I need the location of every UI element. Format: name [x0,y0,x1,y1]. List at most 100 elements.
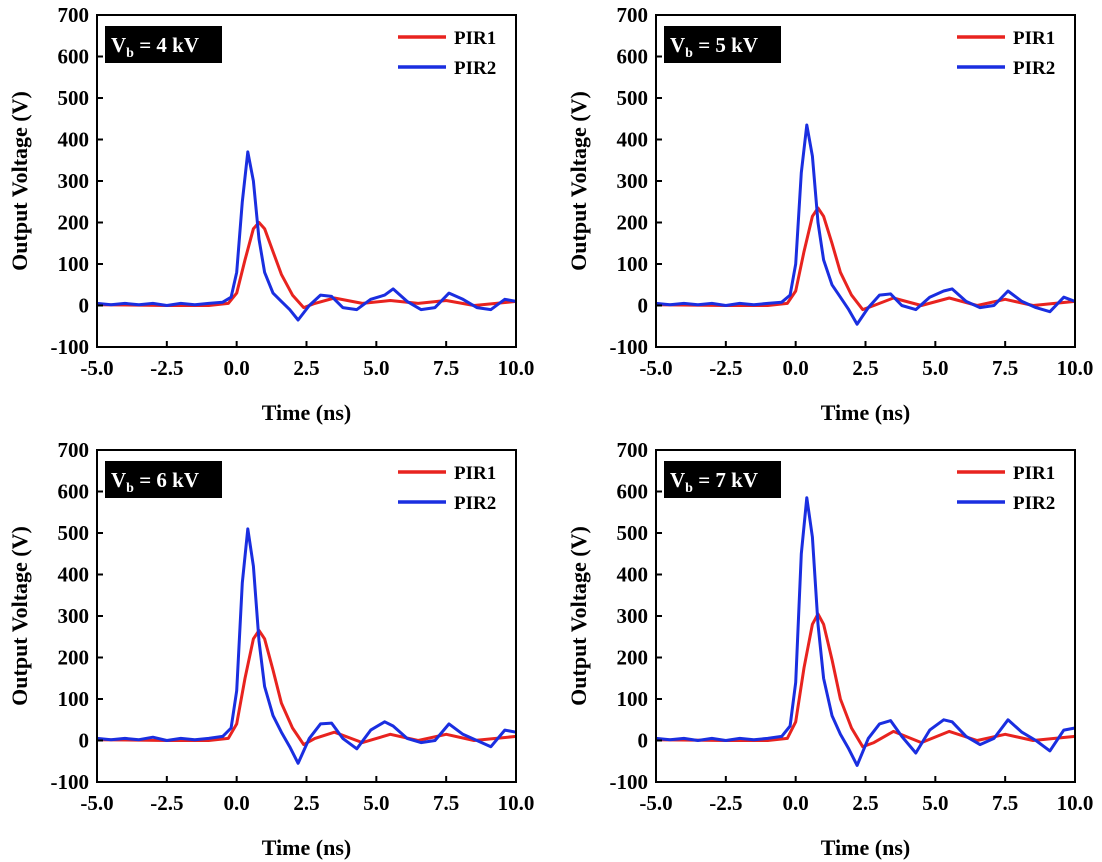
series-line-pir1 [655,612,1076,749]
y-tick-label: -100 [610,770,649,794]
y-tick-label: 400 [58,563,90,587]
y-tick-label: 700 [617,3,649,27]
y-axis-title: Output Voltage (V) [566,526,591,706]
x-axis-title: Time (ns) [821,835,910,860]
legend-label-pir2: PIR2 [1013,58,1055,79]
y-axis-title: Output Voltage (V) [566,91,591,271]
y-tick-label: 600 [617,480,649,504]
y-axis-title: Output Voltage (V) [7,526,32,706]
vb-label-rest: = 6 kV [134,468,199,492]
x-tick-label: 0.0 [783,791,809,815]
x-tick-label: 2.5 [852,356,878,380]
x-tick-label: 7.5 [433,791,459,815]
y-tick-label: 0 [638,294,649,318]
x-tick-label: 10.0 [498,791,535,815]
x-tick-label: 0.0 [224,791,250,815]
x-tick-label: -2.5 [709,791,742,815]
y-tick-label: -100 [610,335,649,359]
vb-label-sub: b [126,46,134,61]
x-tick-label: -5.0 [80,791,113,815]
legend-label-pir1: PIR1 [1013,463,1055,484]
vb-label-sub: b [685,481,693,496]
x-tick-label: -2.5 [150,791,183,815]
vb-label-box [105,461,222,498]
vb-label-main: V [670,468,685,492]
chart-panel-4: -5.0 -2.5 0.0 2.5 5.0 7.5 10.0 -100 0 100 200 300 40… [566,438,1093,860]
y-tick-label: 100 [617,252,649,276]
y-tick-label: 500 [58,86,90,110]
y-tick-label: 300 [58,604,90,628]
x-axis-title: Time (ns) [262,835,351,860]
x-tick-label: -5.0 [639,356,672,380]
y-tick-label: 400 [58,128,90,152]
vb-label: Vb = 4 kV [111,33,199,61]
vb-label-box [664,461,781,498]
y-tick-label: -100 [51,770,90,794]
chart-panel-3: -5.0 -2.5 0.0 2.5 5.0 7.5 10.0 -100 0 100 200 300 40… [7,438,534,860]
y-tick-label: 0 [638,729,649,753]
series-line-pir2 [655,123,1076,326]
chart-panel-2: -5.0 -2.5 0.0 2.5 5.0 7.5 10.0 -100 0 100 200 300 40… [566,3,1093,425]
series-line-pir2 [96,150,517,322]
vb-label-main: V [111,33,126,57]
legend-label-pir1: PIR1 [454,28,496,49]
y-tick-label: 700 [58,3,90,27]
vb-label-rest: = 7 kV [693,468,758,492]
legend-label-pir1: PIR1 [1013,28,1055,49]
y-tick-label: 400 [617,128,649,152]
y-tick-label: 300 [58,169,90,193]
x-tick-label: 5.0 [922,356,948,380]
series-line-pir2 [655,496,1076,767]
x-tick-label: 7.5 [992,356,1018,380]
x-tick-label: 5.0 [922,791,948,815]
x-tick-label: 0.0 [783,356,809,380]
vb-label-sub: b [126,481,134,496]
x-tick-label: 10.0 [1057,356,1094,380]
y-tick-label: 700 [617,438,649,462]
y-tick-label: 100 [58,687,90,711]
y-tick-label: 200 [58,646,90,670]
x-axis-title: Time (ns) [262,400,351,425]
y-tick-label: 100 [58,252,90,276]
x-tick-label: 5.0 [363,791,389,815]
y-tick-label: 500 [58,521,90,545]
y-tick-label: 300 [617,169,649,193]
y-tick-label: 0 [79,729,90,753]
y-tick-label: 500 [617,521,649,545]
x-tick-label: 2.5 [852,791,878,815]
y-tick-label: 200 [58,211,90,235]
y-tick-label: 300 [617,604,649,628]
vb-label-rest: = 4 kV [134,33,199,57]
y-tick-label: 600 [58,480,90,504]
x-axis-title: Time (ns) [821,400,910,425]
legend-label-pir1: PIR1 [454,463,496,484]
x-tick-label: 2.5 [293,356,319,380]
x-tick-label: -2.5 [150,356,183,380]
x-tick-label: 10.0 [498,356,535,380]
vb-label: Vb = 7 kV [670,468,758,496]
series-line-pir2 [96,527,517,765]
y-tick-label: 500 [617,86,649,110]
vb-label-rest: = 5 kV [693,33,758,57]
y-tick-label: 200 [617,211,649,235]
y-tick-label: 600 [617,45,649,69]
x-tick-label: -5.0 [80,356,113,380]
x-tick-label: -2.5 [709,356,742,380]
x-tick-label: 10.0 [1057,791,1094,815]
vb-label-main: V [111,468,126,492]
vb-label: Vb = 5 kV [670,33,758,61]
x-tick-label: 5.0 [363,356,389,380]
x-tick-label: 7.5 [992,791,1018,815]
x-tick-label: 0.0 [224,356,250,380]
y-tick-label: 600 [58,45,90,69]
x-tick-label: 2.5 [293,791,319,815]
y-tick-label: 200 [617,646,649,670]
y-axis-title: Output Voltage (V) [7,91,32,271]
vb-label: Vb = 6 kV [111,468,199,496]
y-tick-label: 100 [617,687,649,711]
vb-label-main: V [670,33,685,57]
legend-label-pir2: PIR2 [1013,493,1055,514]
x-tick-label: -5.0 [639,791,672,815]
y-tick-label: 700 [58,438,90,462]
